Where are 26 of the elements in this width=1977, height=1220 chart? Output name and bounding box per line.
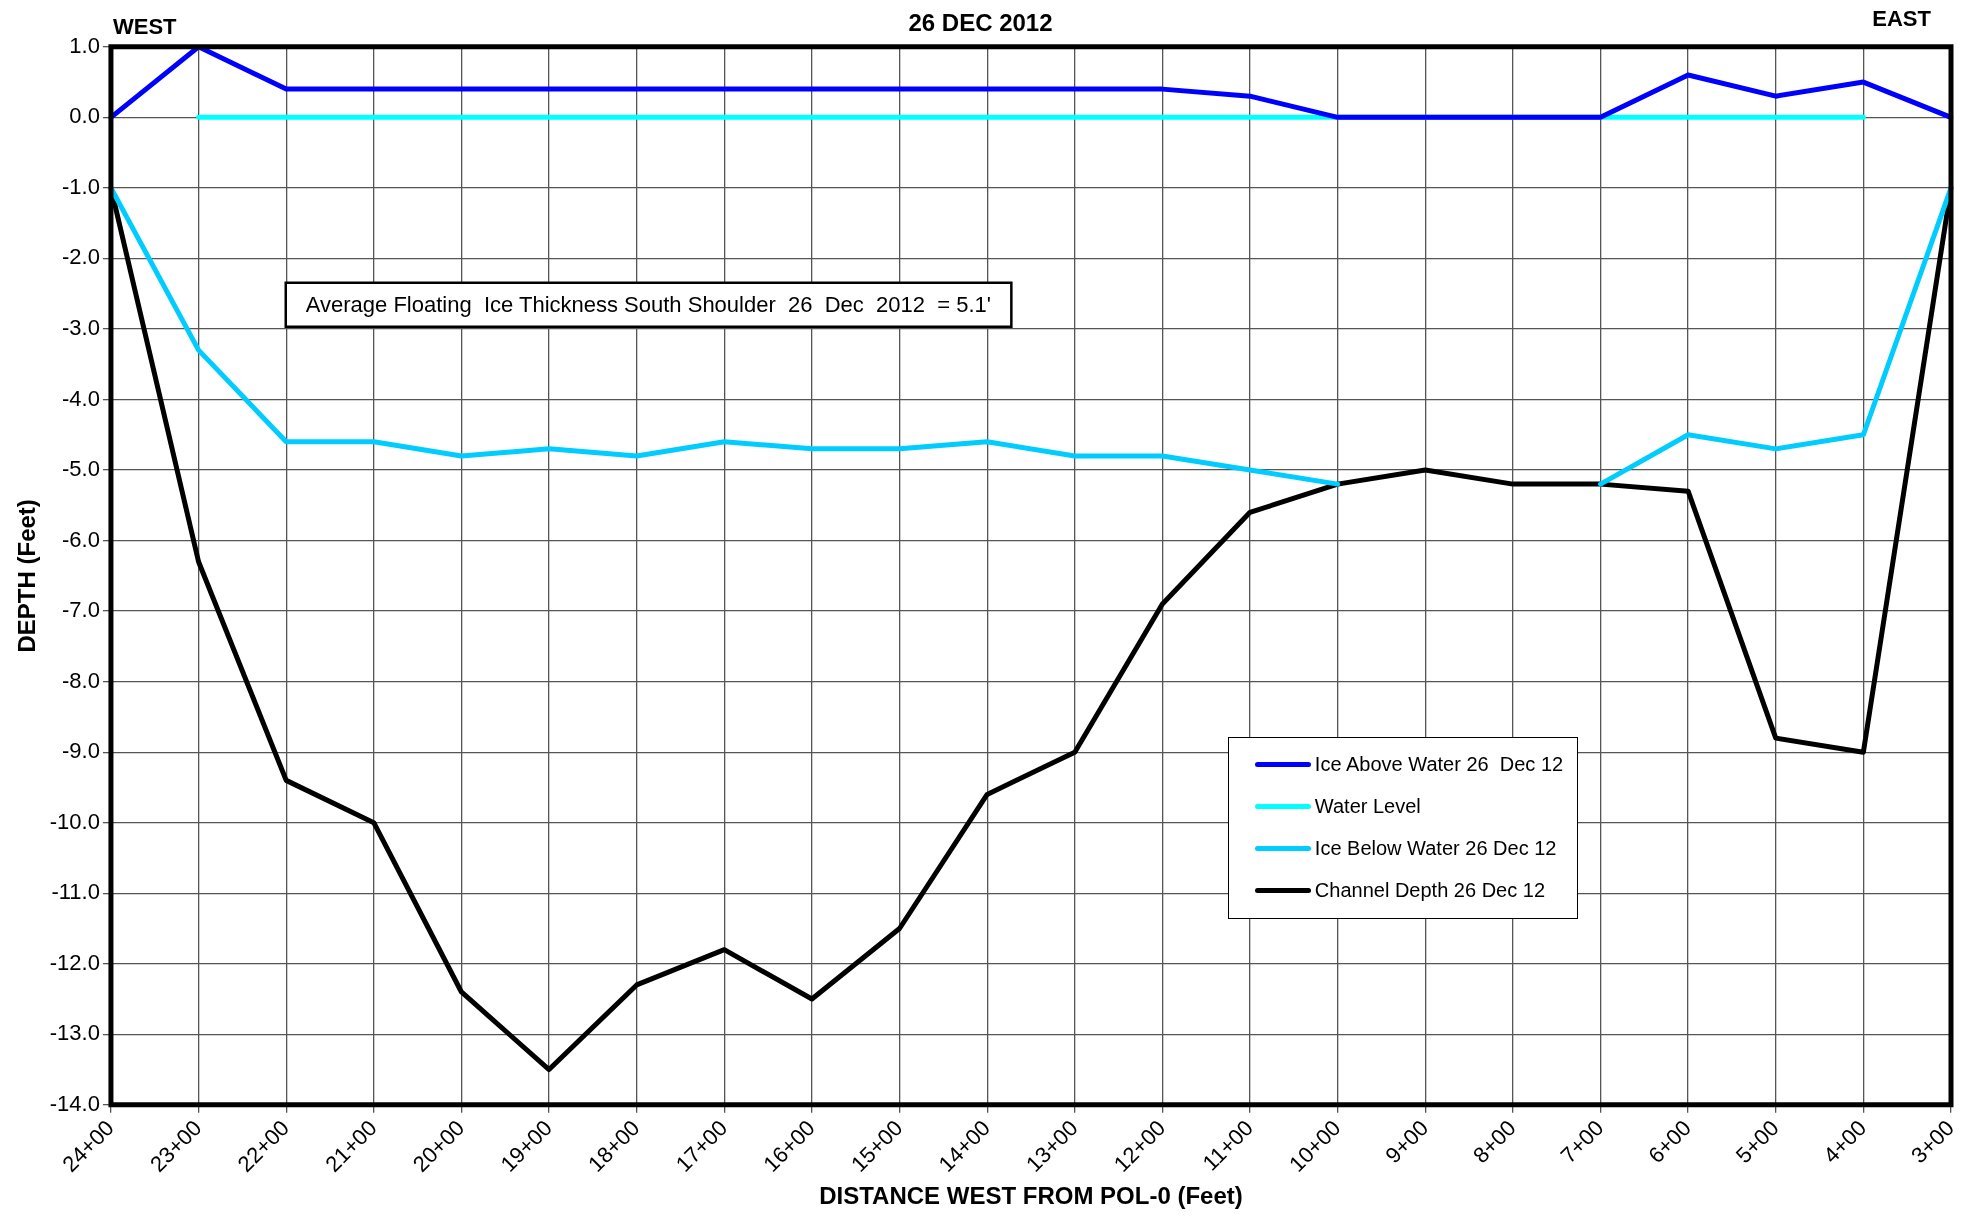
text: WEST xyxy=(112,13,178,39)
legend-label: Channel Depth 26 Dec 12 xyxy=(1314,879,1545,903)
y-tick-label: -7.0 xyxy=(62,597,100,623)
text: EAST xyxy=(1872,5,1932,31)
y-tick-label: 1.0 xyxy=(69,32,100,58)
y-tick-label: -14.0 xyxy=(49,1090,100,1116)
y-tick-label: -8.0 xyxy=(62,667,100,693)
y-tick-label: -2.0 xyxy=(62,244,100,270)
legend-label: Water Level xyxy=(1314,795,1421,819)
annotation: Average Floating Ice Thickness South Shoulder 26 Dec 2012 = 5.1' xyxy=(305,291,991,317)
y-tick-label: -5.0 xyxy=(62,456,100,482)
y-tick-label: 0.0 xyxy=(69,103,100,129)
y-axis-title: DEPTH (Feet) xyxy=(13,499,41,653)
y-tick-label: -12.0 xyxy=(49,949,100,975)
x-axis-title: DISTANCE WEST FROM POL-0 (Feet) xyxy=(819,1182,1243,1210)
chart-title: 26 DEC 2012 xyxy=(908,9,1053,37)
y-tick-label: -4.0 xyxy=(62,385,100,411)
y-tick-label: -1.0 xyxy=(62,173,100,199)
y-tick-label: -11.0 xyxy=(51,879,100,905)
y-tick-label: -9.0 xyxy=(62,738,100,764)
legend-label: Ice Above Water 26 Dec 12 xyxy=(1314,753,1564,777)
y-tick-label: -13.0 xyxy=(49,1020,100,1046)
y-tick-label: -6.0 xyxy=(62,526,100,552)
y-tick-label: -3.0 xyxy=(62,315,100,341)
legend-label: Ice Below Water 26 Dec 12 xyxy=(1314,837,1557,861)
y-tick-label: -10.0 xyxy=(49,808,100,834)
